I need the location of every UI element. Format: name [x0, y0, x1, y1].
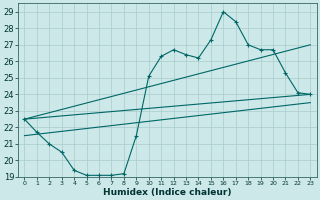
X-axis label: Humidex (Indice chaleur): Humidex (Indice chaleur) — [103, 188, 232, 197]
